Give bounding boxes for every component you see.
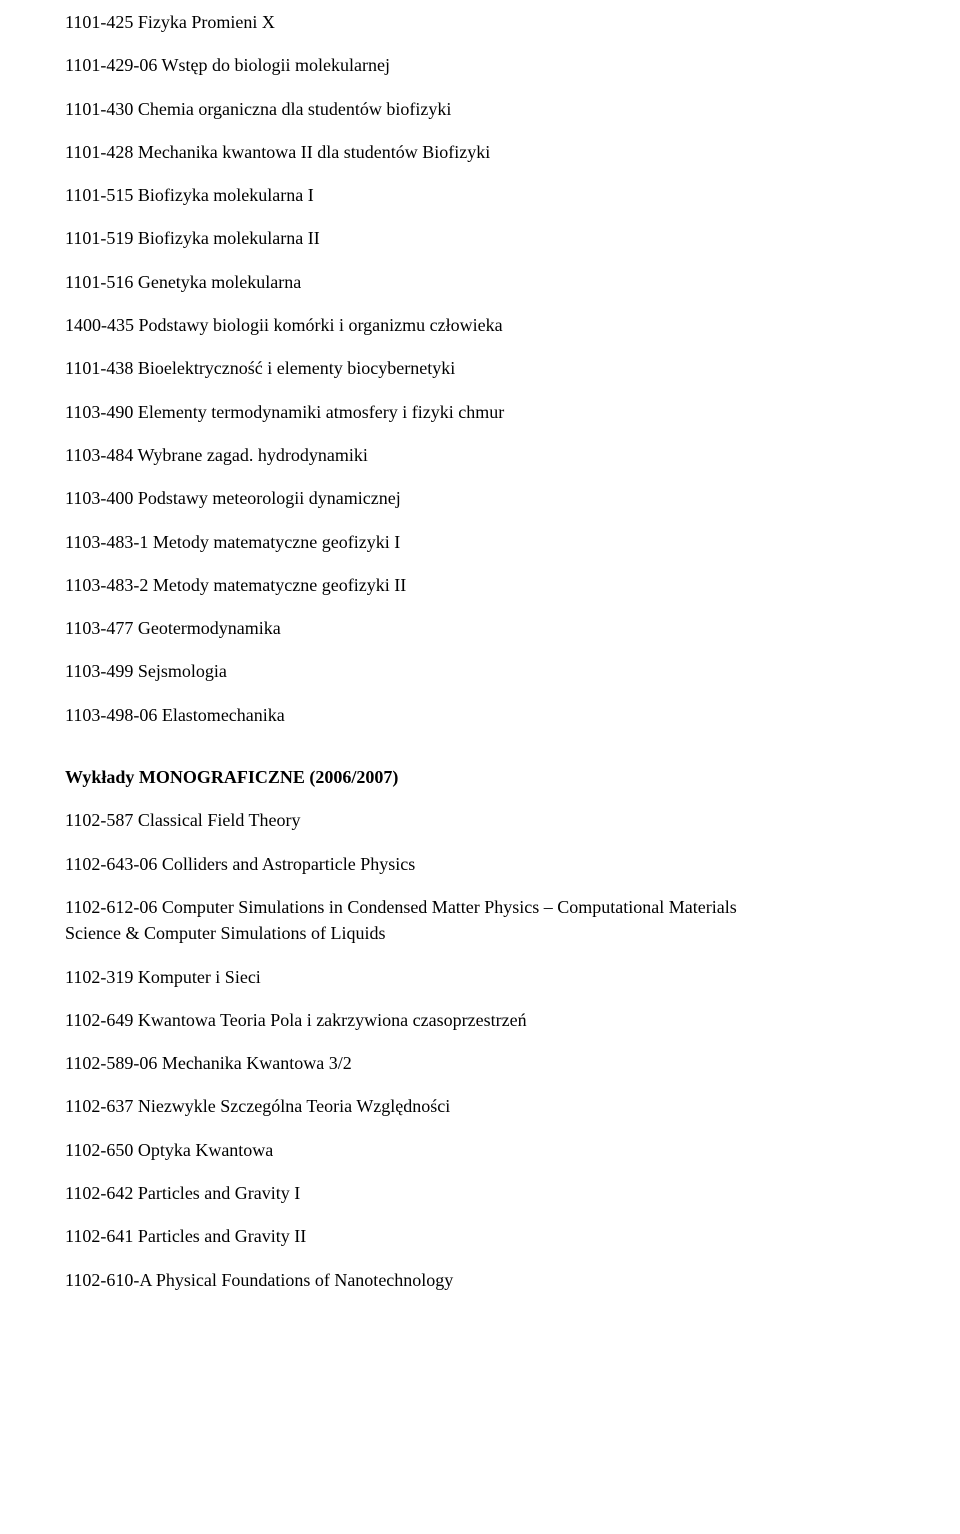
course-item: 1103-483-2 Metody matematyczne geofizyki…	[65, 573, 920, 597]
course-item: 1102-587 Classical Field Theory	[65, 808, 920, 832]
course-item: 1101-515 Biofizyka molekularna I	[65, 183, 920, 207]
document-page: 1101-425 Fizyka Promieni X 1101-429-06 W…	[0, 0, 960, 1351]
course-item: 1101-425 Fizyka Promieni X	[65, 10, 920, 34]
section-heading: Wykłady MONOGRAFICZNE (2006/2007)	[65, 765, 920, 789]
course-item: 1103-483-1 Metody matematyczne geofizyki…	[65, 530, 920, 554]
course-item: 1102-319 Komputer i Sieci	[65, 965, 920, 989]
course-list-1: 1101-425 Fizyka Promieni X 1101-429-06 W…	[65, 10, 920, 727]
course-item-line: Science & Computer Simulations of Liquid…	[65, 921, 920, 945]
course-item: 1101-429-06 Wstęp do biologii molekularn…	[65, 53, 920, 77]
course-item: 1102-637 Niezwykle Szczególna Teoria Wzg…	[65, 1094, 920, 1118]
course-item: 1101-428 Mechanika kwantowa II dla stude…	[65, 140, 920, 164]
course-item: 1103-499 Sejsmologia	[65, 659, 920, 683]
course-item: 1101-516 Genetyka molekularna	[65, 270, 920, 294]
course-item: 1101-519 Biofizyka molekularna II	[65, 226, 920, 250]
course-item: 1103-400 Podstawy meteorologii dynamiczn…	[65, 486, 920, 510]
course-item: 1103-484 Wybrane zagad. hydrodynamiki	[65, 443, 920, 467]
course-item: 1103-477 Geotermodynamika	[65, 616, 920, 640]
course-item: 1103-498-06 Elastomechanika	[65, 703, 920, 727]
course-item: 1103-490 Elementy termodynamiki atmosfer…	[65, 400, 920, 424]
course-list-2: 1102-587 Classical Field Theory 1102-643…	[65, 808, 920, 1292]
course-item-line: 1102-612-06 Computer Simulations in Cond…	[65, 895, 920, 919]
course-item: 1102-650 Optyka Kwantowa	[65, 1138, 920, 1162]
course-item: 1101-430 Chemia organiczna dla studentów…	[65, 97, 920, 121]
course-item: 1102-610-A Physical Foundations of Nanot…	[65, 1268, 920, 1292]
course-item-multiline: 1102-612-06 Computer Simulations in Cond…	[65, 895, 920, 946]
course-item: 1102-642 Particles and Gravity I	[65, 1181, 920, 1205]
course-item: 1102-589-06 Mechanika Kwantowa 3/2	[65, 1051, 920, 1075]
course-item: 1102-643-06 Colliders and Astroparticle …	[65, 852, 920, 876]
course-item: 1102-641 Particles and Gravity II	[65, 1224, 920, 1248]
course-item: 1400-435 Podstawy biologii komórki i org…	[65, 313, 920, 337]
course-item: 1101-438 Bioelektryczność i elementy bio…	[65, 356, 920, 380]
course-item: 1102-649 Kwantowa Teoria Pola i zakrzywi…	[65, 1008, 920, 1032]
